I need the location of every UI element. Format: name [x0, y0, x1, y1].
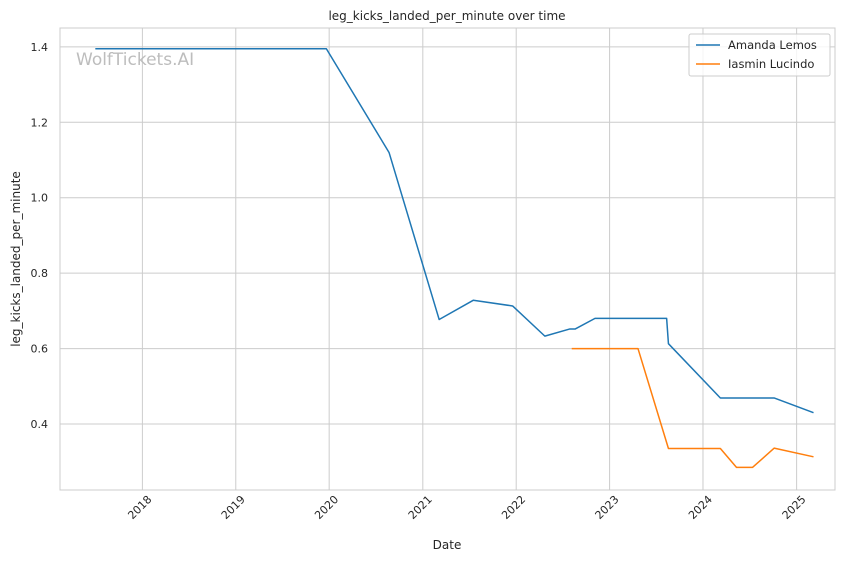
y-tick-label-1-4: 1.4: [31, 41, 49, 54]
series-lines: [95, 47, 814, 469]
chart-title: leg_kicks_landed_per_minute over time: [328, 9, 565, 23]
watermark: WolfTickets.AI: [76, 50, 194, 70]
legend-label-iasmin-lucindo: Iasmin Lucindo: [728, 57, 814, 71]
legend: Amanda Lemos Iasmin Lucindo: [688, 33, 831, 77]
y-tick-label-0-6: 0.6: [31, 343, 49, 356]
x-axis-label: Date: [433, 538, 462, 552]
plot-frame: [59, 27, 836, 491]
y-tick-label-1-2: 1.2: [31, 116, 49, 129]
y-tick-label-0-4: 0.4: [31, 418, 49, 431]
y-tick-label-0-8: 0.8: [31, 267, 49, 280]
series-line-amanda-lemos: [95, 47, 814, 414]
y-axis-label: leg_kicks_landed_per_minute: [9, 171, 23, 347]
legend-box: [688, 33, 831, 77]
legend-label-amanda-lemos: Amanda Lemos: [728, 38, 817, 52]
y-tick-label-1-0: 1.0: [31, 192, 49, 205]
series-line-iasmin-lucindo: [571, 347, 814, 469]
